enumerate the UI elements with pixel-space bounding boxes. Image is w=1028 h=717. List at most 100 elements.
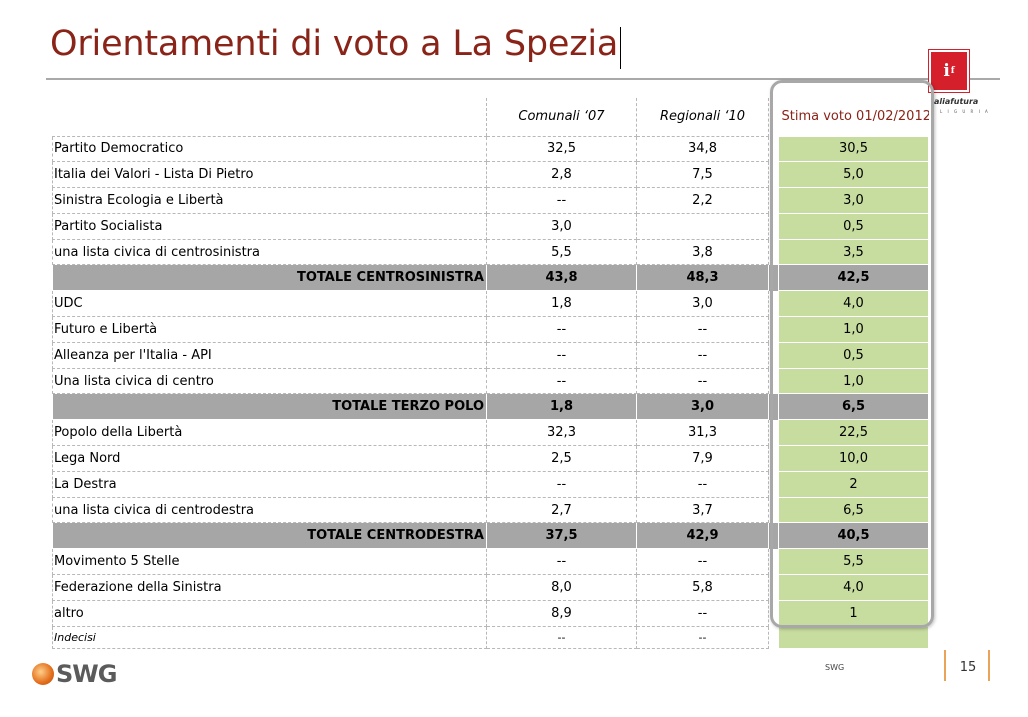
party-label: Movimento 5 Stelle [52, 548, 487, 576]
table-row: UDC 1,8 3,0 4,0 [52, 290, 929, 318]
gap-cell [769, 342, 779, 368]
regionali-value: 48,3 [636, 264, 769, 292]
stima-value: 3,5 [778, 238, 929, 266]
comunali-value: 3,0 [486, 212, 637, 240]
gap-cell [769, 291, 779, 317]
stima-value: 2 [778, 470, 929, 498]
gap-cell [769, 368, 779, 394]
stima-value: 0,5 [778, 212, 929, 240]
regionali-value: -- [636, 367, 769, 395]
table-row: Italia dei Valori - Lista Di Pietro 2,8 7,… [52, 161, 929, 189]
comunali-value: 2,8 [486, 161, 637, 189]
title-divider [46, 78, 1000, 80]
regionali-value: 3,0 [636, 393, 769, 421]
gap-cell [769, 420, 779, 446]
footer-source: SWG [825, 663, 845, 672]
table-row: Lega Nord 2,5 7,9 10,0 [52, 445, 929, 472]
comunali-value: 43,8 [486, 264, 637, 292]
gap-cell [769, 188, 779, 214]
footer-divider-left [944, 650, 946, 681]
stima-value: 4,0 [778, 290, 929, 318]
regionali-value: 34,8 [636, 135, 769, 163]
party-label: Futuro e Libertà [52, 316, 487, 343]
swg-logo: SWG [32, 660, 117, 688]
table-row: Alleanza per l'Italia - API -- -- 0,5 [52, 341, 929, 369]
gap-cell [769, 600, 779, 626]
globe-icon [32, 663, 54, 685]
comunali-value: -- [486, 625, 637, 649]
column-header-regionali: Regionali ‘10 [636, 98, 769, 137]
regionali-value: 31,3 [636, 419, 769, 447]
comunali-value: 32,3 [486, 419, 637, 447]
party-label: Partito Democratico [52, 135, 487, 163]
party-label: Popolo della Libertà [52, 419, 487, 447]
party-label: Sinistra Ecologia e Libertà [52, 187, 487, 214]
table-row: Sinistra Ecologia e Libertà -- 2,2 3,0 [52, 187, 929, 214]
comunali-value: 8,9 [486, 599, 637, 627]
regionali-value: 3,0 [636, 290, 769, 318]
party-label: Lega Nord [52, 445, 487, 472]
comunali-value: -- [486, 187, 637, 214]
gap-cell [769, 497, 779, 523]
footer-divider-right [988, 650, 990, 681]
stima-value: 6,5 [778, 496, 929, 524]
regionali-value: 2,2 [636, 187, 769, 214]
comunali-value: 8,0 [486, 574, 637, 601]
table-row: La Destra -- -- 2 [52, 470, 929, 498]
table-row: Popolo della Libertà 32,3 31,3 22,5 [52, 419, 929, 447]
logo-name: aliafutura [934, 97, 979, 106]
header-empty-cell [52, 98, 487, 137]
gap-cell [769, 446, 779, 472]
stima-value: 0,5 [778, 341, 929, 369]
comunali-value: 2,5 [486, 445, 637, 472]
comunali-value: -- [486, 470, 637, 498]
regionali-value: -- [636, 316, 769, 343]
comunali-value: -- [486, 367, 637, 395]
stima-value: 40,5 [778, 522, 929, 550]
party-label: altro [52, 599, 487, 627]
stima-value: 22,5 [778, 419, 929, 447]
regionali-value: 3,8 [636, 238, 769, 266]
regionali-value [636, 212, 769, 240]
table-row: Futuro e Libertà -- -- 1,0 [52, 316, 929, 343]
table-row: Movimento 5 Stelle -- -- 5,5 [52, 548, 929, 576]
table-row: una lista civica di centrosinistra 5,5 3,8… [52, 238, 929, 266]
gap-cell [769, 162, 779, 188]
party-label: Alleanza per l'Italia - API [52, 341, 487, 369]
party-label: Indecisi [52, 625, 487, 649]
comunali-value: 32,5 [486, 135, 637, 163]
party-label: Partito Socialista [52, 212, 487, 240]
party-label: una lista civica di centrosinistra [52, 238, 487, 266]
party-label: TOTALE CENTRODESTRA [52, 522, 487, 550]
stima-value: 30,5 [778, 135, 929, 163]
gap-cell [769, 136, 779, 162]
table-row: una lista civica di centrodestra 2,7 3,7 6,… [52, 496, 929, 524]
stima-value: 1,0 [778, 316, 929, 343]
stima-value: 4,0 [778, 574, 929, 601]
comunali-value: -- [486, 341, 637, 369]
regionali-value: -- [636, 341, 769, 369]
text-cursor [620, 27, 621, 69]
gap-cell [769, 213, 779, 239]
comunali-value: 1,8 [486, 290, 637, 318]
party-label: Una lista civica di centro [52, 367, 487, 395]
regionali-value: -- [636, 625, 769, 649]
gap-cell [769, 549, 779, 575]
stima-value: 6,5 [778, 393, 929, 421]
gap-cell [769, 317, 779, 343]
regionali-value: 7,9 [636, 445, 769, 472]
page-number: 15 [959, 660, 977, 675]
regionali-value: -- [636, 599, 769, 627]
table-row: altro 8,9 -- 1 [52, 599, 929, 627]
gap-cell [768, 393, 779, 420]
logo-mark-sup: f [950, 66, 955, 76]
party-label: TOTALE TERZO POLO [52, 393, 487, 421]
stima-value: 1,0 [778, 367, 929, 395]
regionali-value: -- [636, 470, 769, 498]
table-row: Federazione della Sinistra 8,0 5,8 4,0 [52, 574, 929, 601]
gap-cell [768, 522, 779, 549]
comunali-value: 2,7 [486, 496, 637, 524]
header-gap [769, 98, 779, 136]
regionali-value: -- [636, 548, 769, 576]
